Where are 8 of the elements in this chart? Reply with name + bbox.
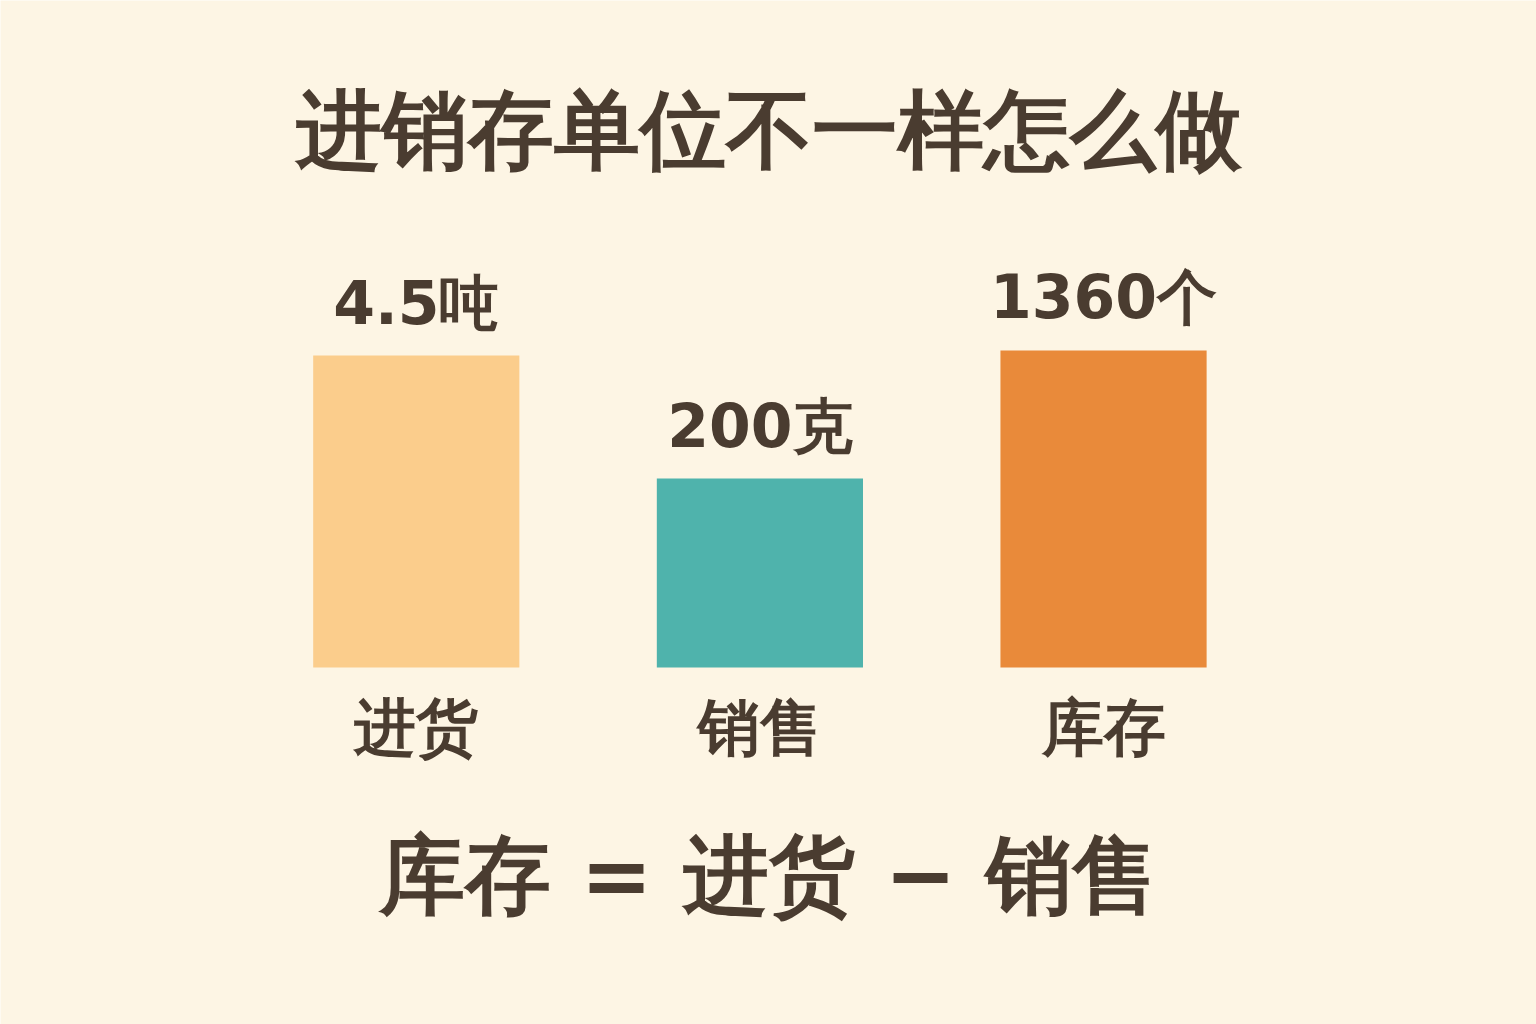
text: 库存 = 进货 − 销售 bbox=[377, 825, 1159, 926]
x-tick-label: 进货 bbox=[352, 691, 479, 765]
annotation: 1360个 bbox=[990, 262, 1218, 333]
x-tick-label: 库存 bbox=[1040, 691, 1166, 765]
chart-title: 进销存单位不一样怎么做 bbox=[293, 80, 1243, 181]
x-tick-label: 销售 bbox=[694, 691, 822, 765]
annotation: 4.5吨 bbox=[333, 267, 500, 338]
annotation: 200克 bbox=[667, 390, 853, 461]
